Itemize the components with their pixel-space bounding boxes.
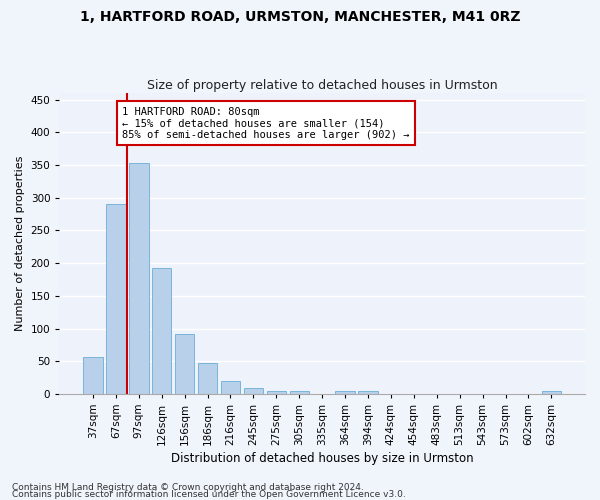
Bar	[129, 163, 149, 394]
Bar	[152, 268, 172, 394]
Title: Size of property relative to detached houses in Urmston: Size of property relative to detached ho…	[147, 79, 497, 92]
Text: 1, HARTFORD ROAD, URMSTON, MANCHESTER, M41 0RZ: 1, HARTFORD ROAD, URMSTON, MANCHESTER, M…	[80, 10, 520, 24]
Bar	[358, 390, 378, 394]
Bar	[106, 204, 125, 394]
Text: Contains HM Land Registry data © Crown copyright and database right 2024.: Contains HM Land Registry data © Crown c…	[12, 484, 364, 492]
Text: 1 HARTFORD ROAD: 80sqm
← 15% of detached houses are smaller (154)
85% of semi-de: 1 HARTFORD ROAD: 80sqm ← 15% of detached…	[122, 106, 410, 140]
Bar	[175, 334, 194, 394]
Bar	[335, 390, 355, 394]
Bar	[221, 381, 240, 394]
Bar	[542, 390, 561, 394]
Text: Contains public sector information licensed under the Open Government Licence v3: Contains public sector information licen…	[12, 490, 406, 499]
Bar	[198, 363, 217, 394]
Bar	[266, 390, 286, 394]
Bar	[244, 388, 263, 394]
X-axis label: Distribution of detached houses by size in Urmston: Distribution of detached houses by size …	[171, 452, 473, 465]
Y-axis label: Number of detached properties: Number of detached properties	[15, 156, 25, 331]
Bar	[83, 356, 103, 394]
Bar	[290, 390, 309, 394]
